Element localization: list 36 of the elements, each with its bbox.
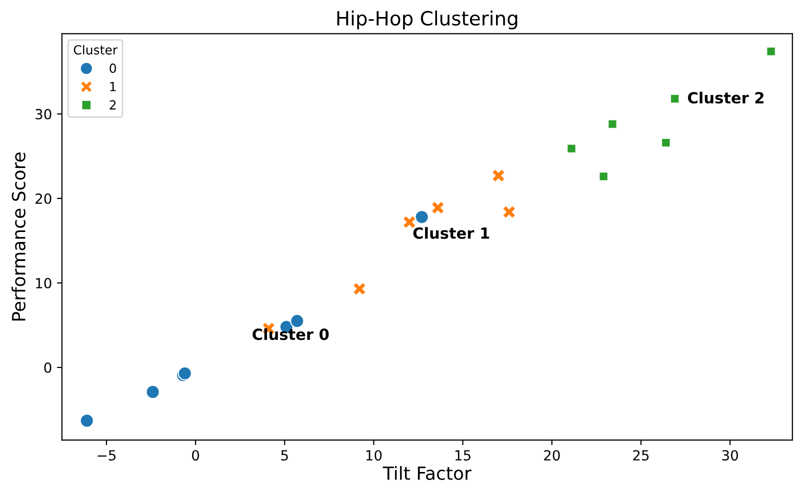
x-tick-label: 20 (544, 450, 560, 461)
annotation: Cluster 2 (688, 92, 764, 104)
x-tick-label: 25 (633, 450, 649, 461)
point (660, 138, 671, 148)
y-tick-label: 10 (36, 278, 52, 288)
y-tick-label: 30 (36, 108, 52, 120)
legend-label: 1 (110, 82, 116, 92)
legend-label: 2 (110, 100, 116, 110)
x-tick-label: 5 (281, 450, 288, 461)
point (502, 204, 516, 220)
legend-label: 0 (110, 63, 116, 73)
y-tick-label: 20 (36, 193, 52, 204)
point (414, 210, 429, 224)
x-tick-label: 30 (722, 450, 738, 461)
annotation: Cluster 0 (252, 328, 329, 340)
legend-title: Cluster (74, 44, 118, 55)
x-tick-label: 10 (366, 450, 382, 461)
point (146, 384, 160, 400)
chart-title: Hip-Hop Clustering (337, 10, 518, 30)
point (290, 314, 304, 328)
point (430, 200, 446, 215)
point (766, 46, 776, 56)
x-tick-label: 15 (455, 450, 470, 461)
point (566, 144, 576, 154)
point (608, 119, 618, 130)
x-axis-title: Tilt Factor (382, 466, 472, 480)
point (352, 282, 367, 296)
y-axis-title: Performance Score (12, 152, 26, 320)
point (598, 172, 609, 182)
x-tick-label: −5 (98, 450, 116, 461)
point (80, 414, 94, 428)
annotation: Cluster 1 (413, 227, 490, 239)
point (670, 94, 680, 104)
point (491, 168, 506, 183)
y-tick-label: 0 (44, 362, 52, 373)
x-tick-label: 0 (192, 450, 200, 461)
